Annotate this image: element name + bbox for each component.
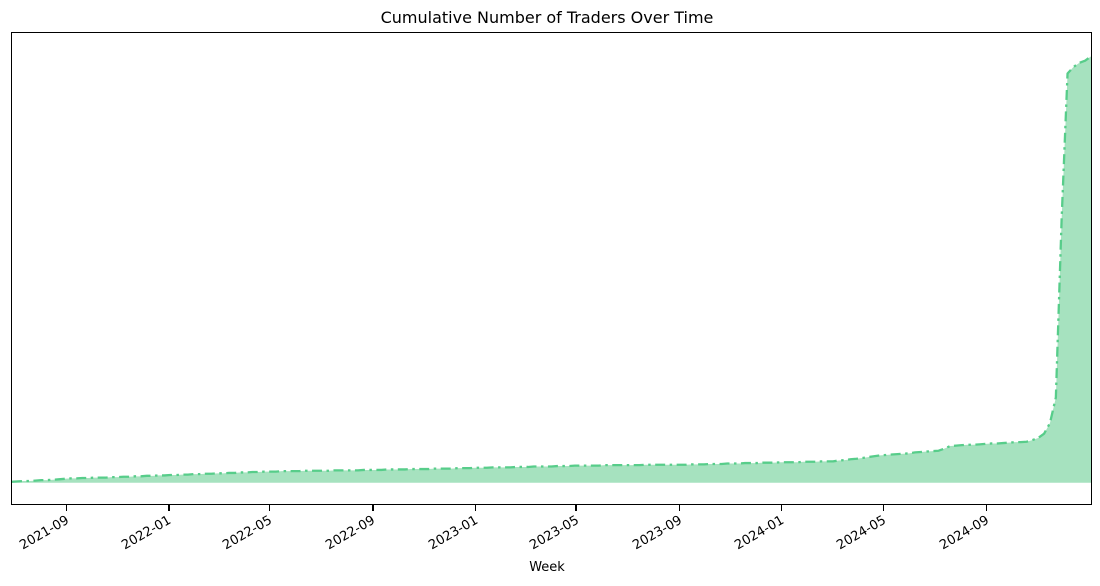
cumulative-line [12,55,1091,483]
x-tick-mark [882,505,884,511]
x-tick-label: 2024-09 [937,513,992,554]
x-tick-label: 2021-09 [17,513,72,554]
x-tick-mark [985,505,988,511]
x-tick-mark [780,505,783,511]
x-tick-mark [65,505,68,511]
area-chart-svg [12,55,1091,483]
x-tick-label: 2023-05 [526,513,582,554]
x-tick-label: 2022-01 [119,513,175,554]
x-tick-mark [168,505,170,511]
x-axis-label: Week [529,560,565,575]
x-tick-label: 2023-01 [426,513,481,554]
x-tick-mark [474,505,476,511]
chart-title: Cumulative Number of Traders Over Time [380,8,714,27]
x-tick-mark [269,505,271,511]
x-tick-mark [678,505,680,511]
x-tick-label: 2024-05 [833,513,889,554]
cumulative-area-fill [12,56,1091,483]
x-tick-label: 2023-09 [630,513,685,554]
x-tick-label: 2022-09 [323,513,379,554]
x-tick-label: 2024-01 [732,513,787,554]
x-tick-label: 2022-05 [220,513,275,554]
x-tick-mark [372,505,374,511]
plot-area [11,32,1092,505]
x-tick-mark [575,505,577,511]
